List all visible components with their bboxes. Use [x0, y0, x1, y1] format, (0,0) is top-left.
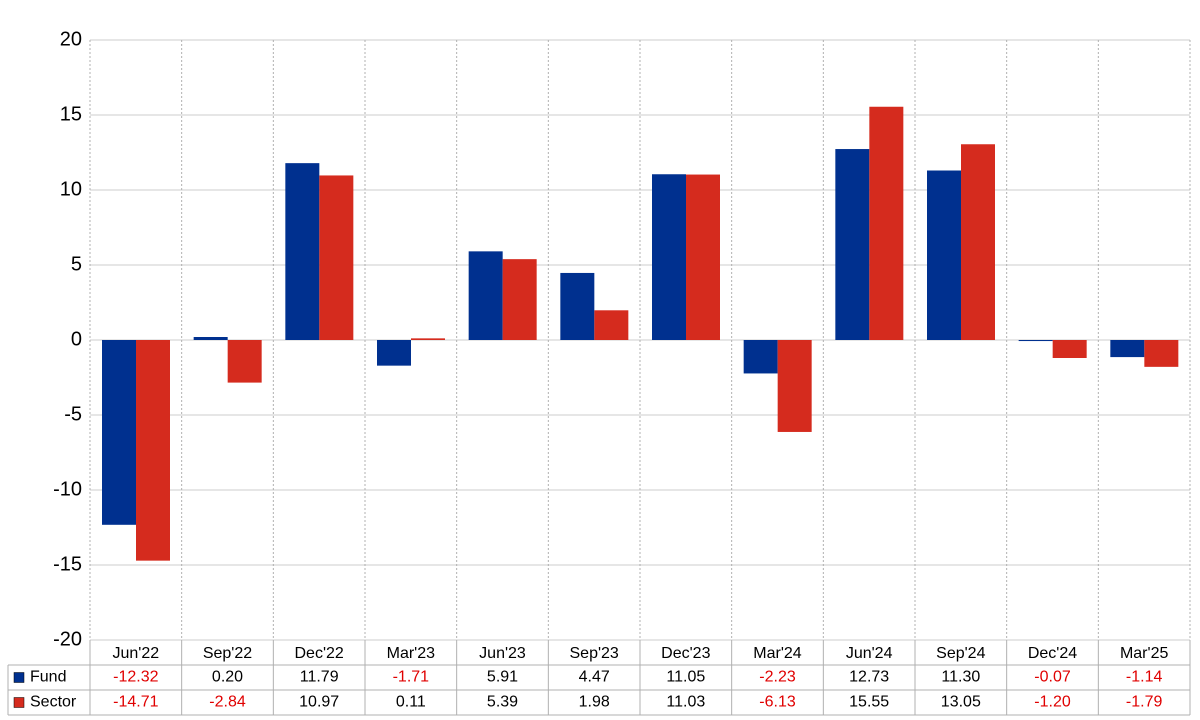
table-value: 12.73 — [849, 669, 889, 686]
y-tick-label: -15 — [53, 553, 82, 575]
x-tick-label: Jun'24 — [846, 645, 893, 662]
table-value: -0.07 — [1034, 669, 1071, 686]
table-value: 11.05 — [666, 669, 705, 686]
y-tick-label: -5 — [64, 403, 82, 425]
bar — [102, 340, 136, 525]
legend-swatch — [13, 697, 25, 708]
bar — [136, 340, 170, 561]
bar — [468, 251, 503, 340]
bar — [1052, 340, 1087, 358]
x-tick-label: Sep'23 — [570, 645, 619, 662]
x-tick-label: Mar'25 — [1120, 645, 1169, 662]
bar — [411, 338, 445, 340]
y-tick-label: 10 — [60, 178, 82, 200]
table-value: -1.20 — [1034, 694, 1071, 711]
bar — [869, 106, 904, 340]
x-tick-label: Dec'24 — [1028, 645, 1077, 662]
bar — [1144, 340, 1179, 367]
table-value: 10.97 — [299, 694, 339, 711]
legend-swatch — [13, 672, 25, 683]
table-value: 5.39 — [487, 694, 518, 711]
table-value: 11.79 — [300, 669, 339, 686]
table-value: 11.30 — [941, 669, 980, 686]
table-value: -1.71 — [393, 669, 430, 686]
bar — [193, 337, 228, 340]
table-value: 11.03 — [666, 694, 705, 711]
y-tick-label: 5 — [71, 253, 82, 275]
bar — [652, 174, 686, 340]
bar — [560, 272, 595, 340]
bar — [1018, 340, 1053, 342]
bar — [502, 259, 537, 340]
legend-label: Sector — [30, 694, 77, 711]
table-value: -1.79 — [1126, 694, 1163, 711]
x-tick-label: Mar'23 — [387, 645, 436, 662]
table-value: 0.11 — [396, 694, 426, 711]
table-value: -12.32 — [113, 669, 158, 686]
table-value: 5.91 — [487, 669, 518, 686]
bar — [377, 340, 411, 366]
x-tick-label: Jun'22 — [113, 645, 160, 662]
table-value: 4.47 — [579, 669, 610, 686]
x-tick-label: Sep'24 — [936, 645, 985, 662]
table-value: -14.71 — [113, 694, 158, 711]
y-tick-label: 20 — [60, 28, 82, 50]
table-value: -6.13 — [759, 694, 796, 711]
bar — [227, 340, 262, 383]
bar — [686, 174, 720, 340]
y-tick-label: 0 — [71, 328, 82, 350]
x-tick-label: Dec'23 — [661, 645, 710, 662]
bar — [743, 340, 778, 374]
table-value: -2.84 — [209, 694, 246, 711]
bar — [594, 310, 629, 340]
bar — [777, 340, 812, 432]
bar — [961, 144, 995, 340]
bar — [927, 170, 961, 340]
y-tick-label: 15 — [60, 103, 82, 125]
y-tick-label: -20 — [53, 628, 82, 650]
bar — [285, 163, 320, 340]
x-tick-label: Sep'22 — [203, 645, 252, 662]
x-tick-label: Dec'22 — [295, 645, 344, 662]
bar — [835, 149, 870, 340]
x-tick-label: Jun'23 — [479, 645, 526, 662]
x-tick-label: Mar'24 — [753, 645, 802, 662]
table-value: 13.05 — [941, 694, 981, 711]
bar — [1110, 340, 1145, 358]
y-tick-label: -10 — [53, 478, 82, 500]
table-value: 1.98 — [579, 694, 610, 711]
bar — [319, 175, 354, 340]
legend-label: Fund — [30, 669, 66, 686]
table-value: -1.14 — [1126, 669, 1163, 686]
table-value: 15.55 — [849, 694, 889, 711]
table-value: 0.20 — [212, 669, 243, 686]
table-value: -2.23 — [759, 669, 796, 686]
